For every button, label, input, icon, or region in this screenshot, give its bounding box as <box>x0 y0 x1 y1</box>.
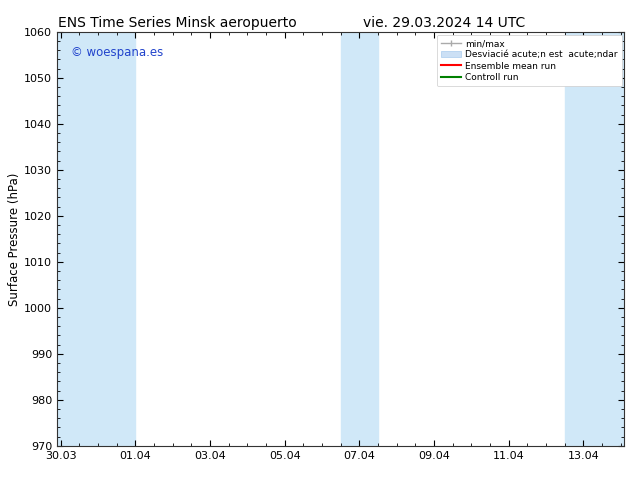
Bar <box>341 32 378 446</box>
Bar <box>57 32 136 446</box>
Y-axis label: Surface Pressure (hPa): Surface Pressure (hPa) <box>8 172 22 306</box>
Legend: min/max, Desviacié acute;n est  acute;ndar, Ensemble mean run, Controll run: min/max, Desviacié acute;n est acute;nda… <box>437 35 622 86</box>
Bar <box>565 32 624 446</box>
Text: ENS Time Series Minsk aeropuerto: ENS Time Series Minsk aeropuerto <box>58 16 297 30</box>
Text: © woespana.es: © woespana.es <box>71 47 164 59</box>
Text: vie. 29.03.2024 14 UTC: vie. 29.03.2024 14 UTC <box>363 16 525 30</box>
